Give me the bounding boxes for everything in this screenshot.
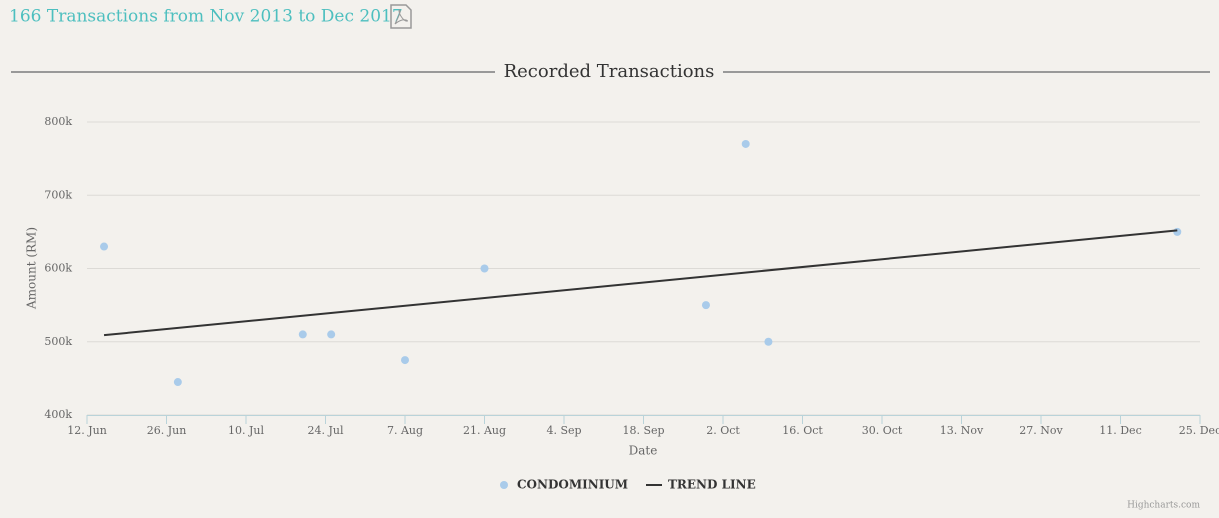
data-point <box>401 356 409 365</box>
x-axis-title: Date <box>629 444 658 458</box>
y-tick-label: 400k <box>44 408 72 421</box>
legend-label[interactable]: CONDOMINIUM <box>517 478 628 492</box>
data-point <box>701 301 710 310</box>
page-title: 166 Transactions from Nov 2013 to Dec 20… <box>9 7 403 27</box>
x-tick-label: 12. Jun <box>67 424 107 437</box>
trend-line <box>103 229 1178 337</box>
x-tick-label: 30. Oct <box>862 424 903 437</box>
data-point <box>298 330 307 339</box>
x-tick-label: 27. Nov <box>1019 424 1063 437</box>
data-point <box>764 337 773 346</box>
data-point <box>327 330 336 339</box>
credits[interactable]: Highcharts.com <box>1127 501 1200 511</box>
data-point <box>100 242 109 251</box>
x-tick-label: 10. Jul <box>228 424 264 437</box>
y-tick-label: 600k <box>44 262 72 275</box>
chart-title: Recorded Transactions <box>504 61 715 82</box>
y-tick-label: 700k <box>44 188 72 201</box>
x-tick-label: 2. Oct <box>706 424 740 437</box>
data-point <box>741 139 750 148</box>
x-tick-label: 18. Sep <box>622 424 664 437</box>
x-tick-label: 13. Nov <box>940 424 984 437</box>
x-tick-label: 11. Dec <box>1099 424 1141 437</box>
x-tick-label: 25. Dec <box>1179 424 1219 437</box>
x-tick-label: 21. Aug <box>463 424 506 437</box>
pdf-icon[interactable] <box>390 4 412 29</box>
x-tick-label: 24. Jul <box>307 424 343 437</box>
x-tick-label: 4. Sep <box>546 424 581 437</box>
legend-symbol <box>500 481 508 489</box>
x-tick-label: 26. Jun <box>147 424 187 437</box>
data-point <box>480 264 489 273</box>
x-tick-label: 16. Oct <box>782 424 823 437</box>
legend-label[interactable]: TREND LINE <box>668 478 756 492</box>
data-point <box>1173 227 1182 236</box>
y-axis-title: Amount (RM) <box>25 227 39 310</box>
y-tick-label: 800k <box>44 115 72 128</box>
x-tick-label: 7. Aug <box>387 424 423 437</box>
data-point <box>173 378 182 387</box>
y-tick-label: 500k <box>44 335 72 348</box>
